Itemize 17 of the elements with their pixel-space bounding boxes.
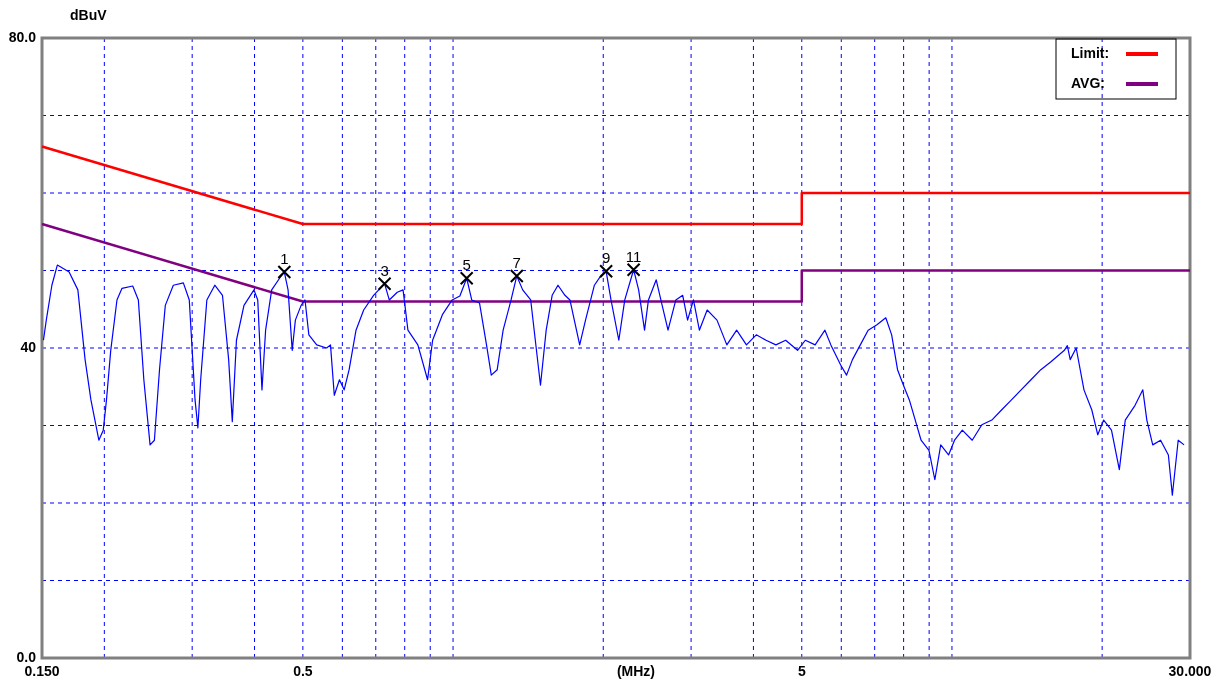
legend-label: AVG: [1071,74,1105,91]
x-tick-label: 5 [797,662,806,679]
y-axis-title: dBuV [70,6,108,23]
y-tick-label: 0.0 [16,648,37,665]
annotation: 9 [601,249,611,267]
annotation: 11 [625,247,642,265]
x-axis-title: (MHz) [616,662,656,679]
x-tick-label: 0.150 [24,662,60,679]
x-tick-label: 0.5 [293,662,313,679]
legend-label: Limit: [1071,44,1110,61]
y-tick-label: 80.0 [8,28,37,45]
annotation: 7 [512,253,521,271]
y-tick-label: 40 [20,338,37,355]
annotation: 5 [462,256,471,274]
annotation: 1 [280,250,289,268]
x-tick-label: 30.000 [1168,662,1212,679]
annotation: 3 [380,261,389,279]
